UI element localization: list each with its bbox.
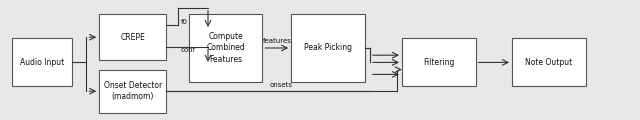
Text: Peak Picking: Peak Picking	[304, 43, 352, 52]
Bar	[189, 14, 262, 82]
Bar	[512, 38, 586, 86]
Bar	[12, 38, 72, 86]
Text: Filtering: Filtering	[423, 58, 454, 67]
Text: Audio Input: Audio Input	[20, 58, 64, 67]
Text: conf: conf	[180, 47, 196, 53]
Bar	[99, 70, 166, 113]
Text: f0: f0	[180, 19, 188, 25]
Bar	[402, 38, 476, 86]
Text: Note Output: Note Output	[525, 58, 572, 67]
Bar	[291, 14, 365, 82]
Text: Onset Detector
(madmom): Onset Detector (madmom)	[104, 81, 162, 101]
Text: features: features	[262, 38, 291, 44]
Text: Compute
Combined
Features: Compute Combined Features	[206, 32, 245, 64]
Bar	[99, 14, 166, 60]
Text: CREPE: CREPE	[120, 33, 145, 42]
Text: onsets: onsets	[270, 82, 293, 88]
